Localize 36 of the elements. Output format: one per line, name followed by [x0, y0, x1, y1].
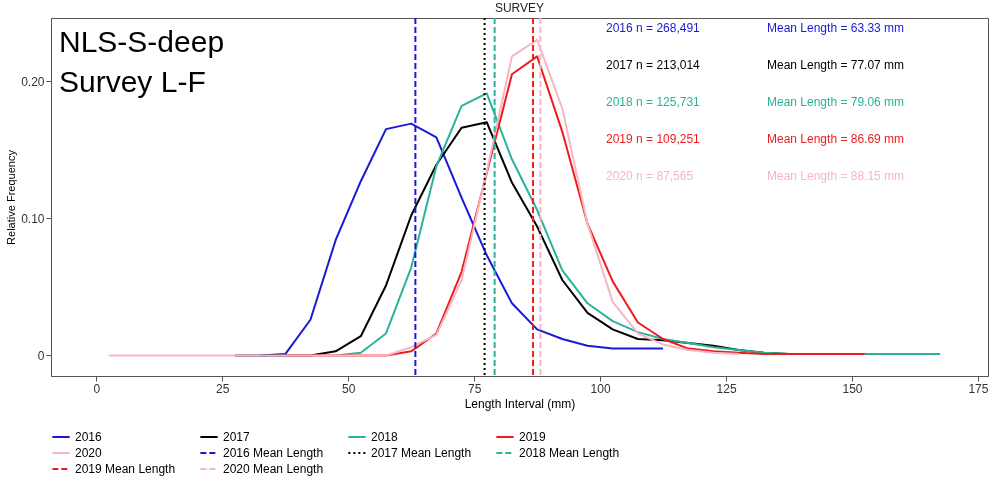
annotation: Mean Length = 86.69 mm [767, 132, 905, 146]
annotation: Mean Length = 79.06 mm [767, 95, 905, 109]
x-tick-label: 150 [842, 381, 863, 396]
x-tick-label: 175 [968, 381, 989, 396]
x-tick-label: 100 [590, 381, 611, 396]
legend-label: 2017 Mean Length [371, 446, 472, 460]
legend-label: 2019 [519, 430, 547, 444]
x-tick-label: 0 [93, 381, 101, 396]
annotation: Mean Length = 77.07 mm [767, 58, 905, 72]
legend-label: 2020 Mean Length [223, 462, 324, 476]
annotation: Mean Length = 88.15 mm [767, 169, 905, 183]
legend-label: 2016 [75, 430, 103, 444]
x-tick-label: 125 [716, 381, 737, 396]
legend-label: 2020 [75, 446, 103, 460]
chart-title: SURVEY [494, 1, 545, 15]
legend-label: 2018 [371, 430, 399, 444]
y-tick-label: 0.10 [21, 211, 45, 226]
y-axis-title: Relative Frequency [5, 149, 18, 245]
y-tick-label: 0.20 [21, 74, 45, 89]
annotation: Mean Length = 63.33 mm [767, 21, 905, 35]
annotation: 2017 n = 213,014 [606, 58, 701, 72]
x-tick-label: 50 [342, 381, 356, 396]
x-tick-label: 75 [467, 381, 482, 396]
x-axis-title: Length Interval (mm) [464, 396, 576, 411]
legend-label: 2017 [223, 430, 251, 444]
annotation: NLS-S-deep [59, 25, 225, 58]
annotation: Survey L-F [59, 65, 206, 98]
annotation: 2019 n = 109,251 [606, 132, 701, 146]
legend-label: 2019 Mean Length [75, 462, 176, 476]
y-tick-label: 0 [37, 348, 45, 363]
annotation: 2016 n = 268,491 [606, 21, 701, 35]
legend-label: 2016 Mean Length [223, 446, 324, 460]
x-tick-label: 25 [216, 381, 230, 396]
legend-label: 2018 Mean Length [519, 446, 620, 460]
annotation: 2020 n = 87,565 [606, 169, 694, 183]
annotation: 2018 n = 125,731 [606, 95, 701, 109]
